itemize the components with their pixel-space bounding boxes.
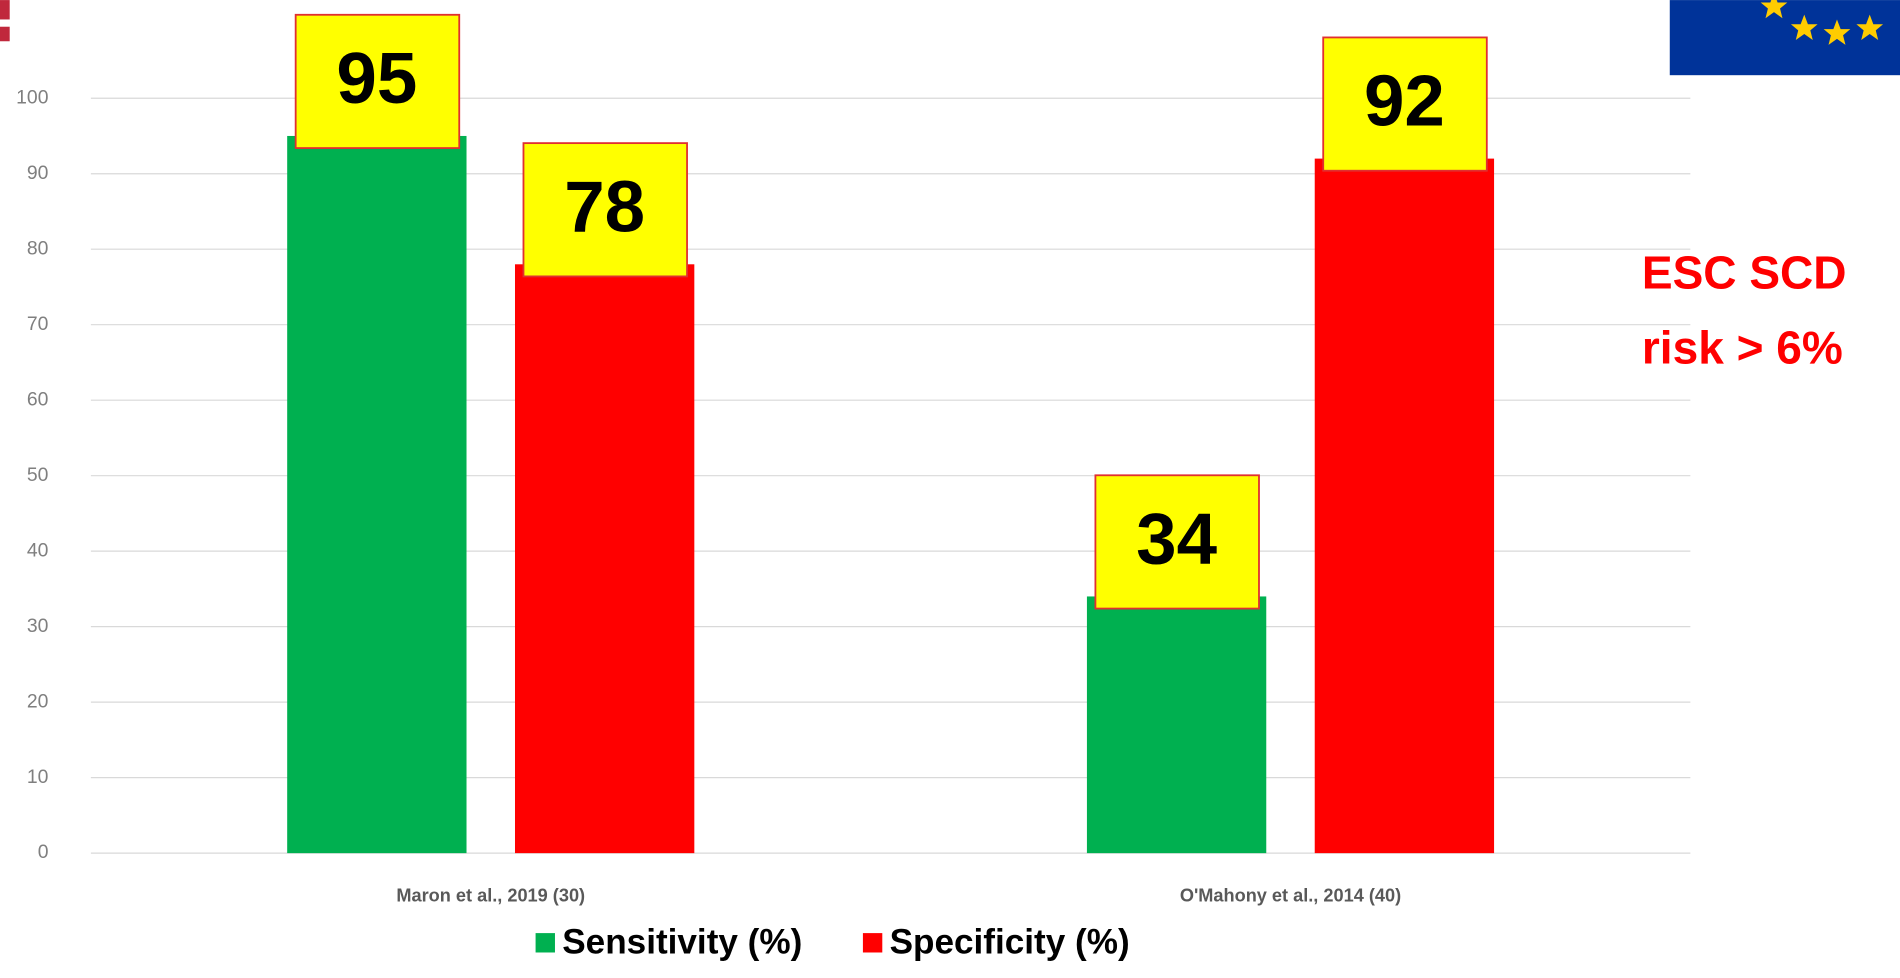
annotation: risk > 6% [1642, 322, 1843, 374]
value-label-box [522, 142, 688, 278]
y-tick-label: 70 [27, 313, 49, 335]
y-tick-label: 80 [27, 237, 49, 259]
legend-swatch [862, 933, 883, 953]
value-label: 34 [1136, 499, 1217, 580]
value-label: 92 [1364, 61, 1445, 142]
bar [287, 135, 467, 854]
legend-label: Specificity (%) [890, 922, 1130, 961]
bar [514, 264, 695, 854]
y-tick-label: 60 [27, 388, 49, 410]
y-tick-label: 40 [27, 539, 49, 561]
corner-decoration [0, 0, 10, 20]
x-tick-label: O'Mahony et al., 2014 (40) [1180, 886, 1401, 906]
value-label-box [1322, 36, 1488, 172]
x-tick-label: Maron et al., 2019 (30) [396, 886, 585, 906]
value-label: 95 [336, 38, 417, 119]
y-tick-label: 30 [27, 615, 49, 637]
y-tick-label: 100 [16, 86, 49, 108]
y-tick-label: 10 [27, 766, 49, 788]
bar [1314, 158, 1495, 854]
legend-label: Sensitivity (%) [562, 922, 802, 961]
value-label-box [1094, 474, 1260, 610]
y-tick-label: 0 [38, 841, 49, 863]
corner-decoration [0, 26, 10, 42]
y-tick-label: 50 [27, 464, 49, 486]
y-tick-label: 90 [27, 162, 49, 184]
value-label-box [294, 13, 461, 149]
value-label: 78 [564, 166, 645, 247]
eu-flag [1669, 0, 1900, 76]
legend-swatch [535, 933, 555, 953]
bar [1086, 596, 1267, 854]
y-tick-label: 20 [27, 690, 49, 712]
annotation: ESC SCD [1642, 246, 1847, 298]
